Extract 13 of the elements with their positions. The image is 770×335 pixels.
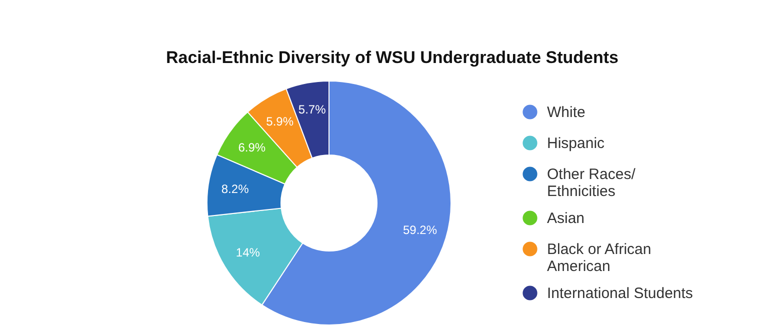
legend-label: Hispanic [547,135,606,152]
legend-label: White [547,104,586,121]
data-label: 14% [236,246,260,260]
data-label: 5.7% [298,102,326,117]
data-label: 8.2% [221,182,250,196]
data-label: 6.9% [238,140,266,154]
data-label: 59.2% [402,223,438,238]
chart-title: Racial-Ethnic Diversity of WSU Undergraduate Students [166,48,618,67]
data-label: 5.9% [266,114,294,129]
legend-label: International Students [547,285,693,302]
legend-label: Other Races/Ethnicities [547,166,636,200]
legend-label: Black or African American [547,241,652,275]
legend-label: Asian [547,210,585,227]
